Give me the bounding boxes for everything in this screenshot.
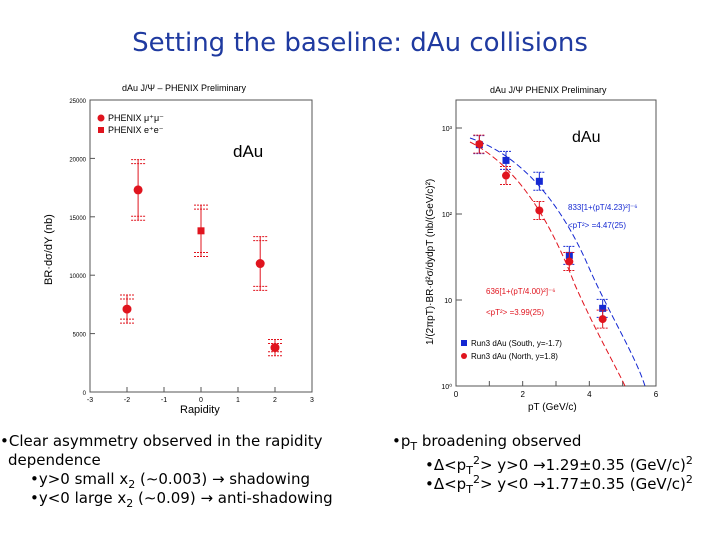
bullet-left-2-post: (∼0.003) → shadowing (135, 470, 310, 488)
right-point-north (598, 315, 607, 324)
bullet-right-2-pre: •Δ<p (425, 456, 467, 474)
bullet-right-3-sub: T (466, 483, 473, 496)
right-point-north (535, 206, 544, 215)
left-point-ee (197, 227, 205, 235)
right-plot-header: dAu J/Ψ PHENIX Preliminary (490, 85, 607, 95)
right-ytick-label: 10³ (442, 126, 453, 133)
right-ytick-label: 10⁰ (441, 383, 452, 391)
bullet-left-2-pre: •y>0 small x (30, 470, 129, 488)
right-plot-xlabel: pT (GeV/c) (528, 402, 577, 413)
right-xtick-label: 6 (654, 390, 659, 399)
left-ytick-label: 15000 (69, 216, 86, 222)
bullet-right-1-post: broadening observed (417, 432, 582, 450)
bullet-right-3: •Δ<pT2> y<0 →1.77±0.35 (GeV/c)2 (425, 470, 693, 499)
left-legend-label-ee: PHENIX e⁺e⁻ (108, 125, 164, 135)
left-plot-xlabel: Rapidity (180, 404, 220, 416)
bullet-right-1: •pT broadening observed (392, 432, 581, 456)
right-point-north (475, 140, 484, 149)
bullet-left-3-post: (∼0.09) → anti-shadowing (133, 489, 333, 507)
left-ytick-label: 5000 (73, 333, 87, 339)
bullet-right-3-sup: 2 (472, 473, 480, 486)
right-point-south (599, 304, 607, 312)
bullet-right-2-post: > y>0 →1.29±0.35 (GeV/c) (479, 456, 686, 474)
right-legend-label-south: Run3 dAu (South, y=-1.7) (471, 339, 562, 348)
right-ytick-label: 10² (442, 212, 453, 219)
left-legend-marker-mumu (97, 114, 105, 122)
fit-label-north: 636[1+(pT/4.00)²]⁻⁶ (486, 287, 556, 296)
left-xtick-label: -2 (124, 397, 130, 404)
bullet-right-3-sup2: 2 (685, 473, 693, 486)
mean-label-north: <pT²> =3.99(25) (486, 308, 544, 317)
fit-curve-north (469, 141, 626, 387)
left-ytick-label: 10000 (69, 274, 86, 280)
bullet-left-1-cont-text: dependence (8, 451, 101, 469)
bullet-left-1-cont: dependence (8, 451, 101, 470)
bullet-left-1-text: •Clear asymmetry observed in the rapidit… (0, 432, 323, 450)
right-ytick-label: 10 (444, 298, 452, 305)
right-xtick-label: 4 (587, 390, 592, 399)
left-xtick-label: 0 (199, 397, 203, 404)
right-point-south (535, 177, 543, 185)
bullet-right-1-pre: •p (392, 432, 411, 450)
left-xtick-label: 3 (310, 397, 314, 404)
left-point-mumu (133, 185, 143, 195)
left-plot: dAu J/Ψ – PHENIX Preliminary dAu 0500010… (43, 83, 314, 416)
fit-curve-south (469, 137, 646, 387)
bullet-right-2: •Δ<pT2> y>0 →1.29±0.35 (GeV/c)2 (425, 451, 693, 480)
bullet-left-3-sub: 2 (126, 497, 134, 510)
bullet-right-2-sup2: 2 (685, 454, 693, 467)
right-legend-label-north: Run3 dAu (North, y=1.8) (471, 352, 558, 361)
right-xtick-label: 0 (454, 390, 459, 399)
mean-label-south: <pT²> =4.47(25) (568, 221, 626, 230)
bullet-right-2-sup: 2 (472, 454, 480, 467)
slide-title: Setting the baseline: dAu collisions (132, 28, 588, 58)
right-plot: dAu J/Ψ PHENIX Preliminary dAu 10⁰ 10 10² 1… (425, 85, 659, 413)
right-xtick-label: 2 (520, 390, 525, 399)
fit-label-south: 833[1+(pT/4.23)²]⁻⁶ (568, 203, 638, 212)
left-point-mumu (270, 343, 280, 353)
right-point-north (565, 257, 574, 266)
left-xtick-label: 1 (236, 397, 240, 404)
bullet-right-1-sub: T (410, 440, 418, 453)
bullet-left-2: •y>0 small x2 (∼0.003) → shadowing (30, 470, 310, 494)
left-ytick-label: 25000 (69, 99, 86, 105)
bullet-right-2-sub: T (466, 464, 473, 477)
left-plot-tag: dAu (233, 142, 263, 161)
left-xtick-label: -3 (87, 397, 93, 404)
left-legend-label-mumu: PHENIX μ⁺μ⁻ (108, 113, 164, 123)
right-point-north (502, 171, 510, 180)
left-point-mumu (122, 304, 132, 314)
bullet-left-1: •Clear asymmetry observed in the rapidit… (0, 432, 323, 451)
left-xtick-label: -1 (161, 397, 167, 404)
left-plot-header: dAu J/Ψ – PHENIX Preliminary (122, 83, 247, 93)
bullet-left-3-pre: •y<0 large x (30, 489, 127, 507)
bullet-left-3: •y<0 large x2 (∼0.09) → anti-shadowing (30, 489, 333, 513)
left-point-mumu (255, 259, 265, 269)
right-plot-ylabel: 1/(2πpT)·BR·d²σ/dydpT (nb/(GeV/c)²) (425, 179, 436, 345)
bullet-right-3-pre: •Δ<p (425, 475, 467, 493)
bullet-right-3-post: > y<0 →1.77±0.35 (GeV/c) (479, 475, 686, 493)
left-plot-ylabel: BR·dσ/dY (nb) (43, 214, 55, 285)
right-plot-tag: dAu (572, 129, 600, 146)
left-ytick-label: 20000 (69, 157, 86, 163)
right-point-south (502, 156, 510, 164)
left-xtick-label: 2 (273, 397, 277, 404)
bullet-left-2-sub: 2 (128, 478, 136, 491)
left-legend-marker-ee (98, 127, 104, 133)
right-legend-marker-north (461, 353, 467, 359)
right-legend-marker-south (461, 340, 467, 346)
left-ytick-label: 0 (83, 391, 87, 397)
